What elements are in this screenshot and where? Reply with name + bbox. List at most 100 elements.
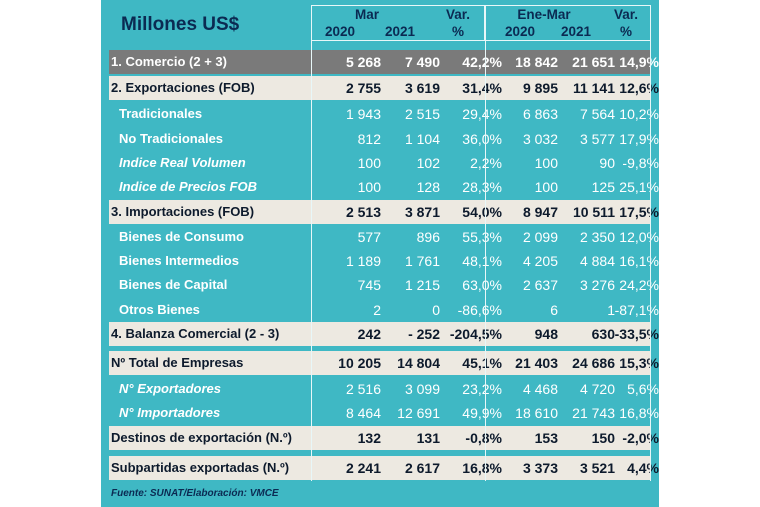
- row-label: N° Importadores: [119, 405, 221, 420]
- value-cell: -87,1%: [614, 302, 659, 318]
- value-cell: 6 863: [522, 106, 558, 122]
- row-label: Bienes de Consumo: [119, 229, 244, 244]
- row-label: Indice de Precios FOB: [119, 179, 257, 194]
- value-cell: 6: [550, 302, 558, 318]
- table-row: 1. Comercio (2 + 3) 5 268 7 490 42,2% 18 842…: [109, 50, 659, 74]
- value-cell: 102: [416, 155, 440, 171]
- value-cell: 21 743: [572, 405, 615, 421]
- value-cell: 14,9%: [619, 54, 659, 70]
- value-cell: 90: [599, 155, 615, 171]
- group-label-mar: Mar: [354, 7, 379, 22]
- value-cell: -9,8%: [622, 155, 659, 171]
- row-label: Destinos de exportación (N.º): [111, 430, 292, 445]
- value-cell: 4,4%: [627, 460, 659, 476]
- value-cell: 3 276: [579, 277, 615, 293]
- value-cell: 2 099: [522, 229, 558, 245]
- value-cell: 16,8%: [462, 460, 502, 476]
- value-cell: 128: [416, 179, 440, 195]
- source-note: Fuente: SUNAT/Elaboración: VMCE: [111, 488, 279, 499]
- var-label-ene-mar: Var.: [613, 7, 639, 22]
- value-cell: 150: [591, 430, 615, 446]
- table-row: N° Importadores 8 464 12 691 49,9% 18 610 21 …: [109, 401, 659, 425]
- value-cell: -204,5%: [449, 326, 502, 342]
- value-cell: 2 513: [345, 204, 381, 220]
- table-row: Nº Total de Empresas 10 205 14 804 45,1% 21 …: [109, 351, 659, 375]
- table-row: Indice de Precios FOB 100 128 28,3% 100 125 25…: [109, 175, 659, 199]
- year-2021-ene-mar: 2021: [560, 24, 592, 39]
- value-cell: 10 205: [338, 355, 381, 371]
- value-cell: 1 189: [345, 253, 381, 269]
- value-cell: 4 468: [522, 381, 558, 397]
- value-cell: -2,0%: [622, 430, 659, 446]
- year-2020-mar: 2020: [324, 24, 356, 39]
- trade-summary-table: Millones US$ Mar 2020 2021 Var. % Ene-Ma…: [101, 0, 659, 507]
- row-label: 3. Importaciones (FOB): [111, 204, 255, 219]
- value-cell: 10 511: [572, 204, 615, 220]
- value-cell: 18 610: [515, 405, 558, 421]
- table-row: 2. Exportaciones (FOB) 2 755 3 619 31,4% 9 8…: [109, 76, 659, 100]
- value-cell: 577: [357, 229, 381, 245]
- group-label-ene-mar: Ene-Mar: [517, 7, 571, 22]
- row-label: Bienes de Capital: [119, 277, 228, 292]
- value-cell: 5,6%: [627, 381, 659, 397]
- table-row: Bienes de Capital 745 1 215 63,0% 2 637 3 276…: [109, 273, 659, 297]
- table-row: Subpartidas exportadas (N.º) 2 241 2 617 16…: [109, 456, 659, 480]
- value-cell: 0: [432, 302, 440, 318]
- var-label-mar: Var.: [445, 7, 471, 22]
- value-cell: 100: [534, 179, 558, 195]
- value-cell: 25,1%: [619, 179, 659, 195]
- value-cell: -86,6%: [457, 302, 502, 318]
- table-row: 4. Balanza Comercial (2 - 3) 242 - 252 -204…: [109, 322, 659, 346]
- table-row: No Tradicionales 812 1 104 36,0% 3 032 3 577 1…: [109, 127, 659, 151]
- value-cell: 125: [591, 179, 615, 195]
- table-row: Indice Real Volumen 100 102 2,2% 100 90 -9,8%: [109, 151, 659, 175]
- value-cell: 1 104: [404, 131, 440, 147]
- value-cell: 2 755: [345, 80, 381, 96]
- value-cell: 4 720: [579, 381, 615, 397]
- table-row: Bienes Intermedios 1 189 1 761 48,1% 4 205 4 …: [109, 249, 659, 273]
- value-cell: 24 686: [572, 355, 615, 371]
- header-group-ene-mar: Ene-Mar 2020 2021 Var. %: [485, 5, 651, 41]
- value-cell: 3 032: [522, 131, 558, 147]
- value-cell: 2 515: [404, 106, 440, 122]
- value-cell: 18 842: [515, 54, 558, 70]
- value-cell: 3 373: [522, 460, 558, 476]
- value-cell: 1 761: [404, 253, 440, 269]
- value-cell: 7 490: [404, 54, 440, 70]
- value-cell: 2 241: [345, 460, 381, 476]
- value-cell: 12,0%: [619, 229, 659, 245]
- value-cell: 3 619: [404, 80, 440, 96]
- value-cell: 896: [416, 229, 440, 245]
- value-cell: 948: [534, 326, 558, 342]
- value-cell: 3 099: [404, 381, 440, 397]
- value-cell: 45,1%: [462, 355, 502, 371]
- row-label: Otros Bienes: [119, 302, 200, 317]
- value-cell: 15,3%: [619, 355, 659, 371]
- row-label: Nº Total de Empresas: [111, 355, 244, 370]
- year-2020-ene-mar: 2020: [504, 24, 536, 39]
- value-cell: 1: [607, 302, 615, 318]
- value-cell: 2 516: [345, 381, 381, 397]
- value-cell: 9 895: [522, 80, 558, 96]
- row-label: No Tradicionales: [119, 131, 224, 146]
- value-cell: 4 205: [522, 253, 558, 269]
- row-label: 1. Comercio (2 + 3): [111, 54, 227, 69]
- value-cell: 131: [416, 430, 440, 446]
- table-row: Destinos de exportación (N.º) 132 131 -0,8%…: [109, 426, 659, 450]
- value-cell: 23,2%: [462, 381, 502, 397]
- value-cell: 14 804: [397, 355, 440, 371]
- table-row: Otros Bienes 2 0 -86,6% 6 1 -87,1%: [109, 298, 659, 322]
- value-cell: 2 617: [404, 460, 440, 476]
- value-cell: 8 464: [345, 405, 381, 421]
- value-cell: 2 637: [522, 277, 558, 293]
- row-label: N° Exportadores: [119, 381, 222, 396]
- value-cell: 12 691: [397, 405, 440, 421]
- value-cell: 2 350: [579, 229, 615, 245]
- row-label: 2. Exportaciones (FOB): [111, 80, 255, 95]
- value-cell: 24,2%: [619, 277, 659, 293]
- row-label: 4. Balanza Comercial (2 - 3): [111, 326, 280, 341]
- value-cell: 2,2%: [470, 155, 502, 171]
- row-label: Indice Real Volumen: [119, 155, 246, 170]
- value-cell: 21 403: [515, 355, 558, 371]
- value-cell: 16,8%: [619, 405, 659, 421]
